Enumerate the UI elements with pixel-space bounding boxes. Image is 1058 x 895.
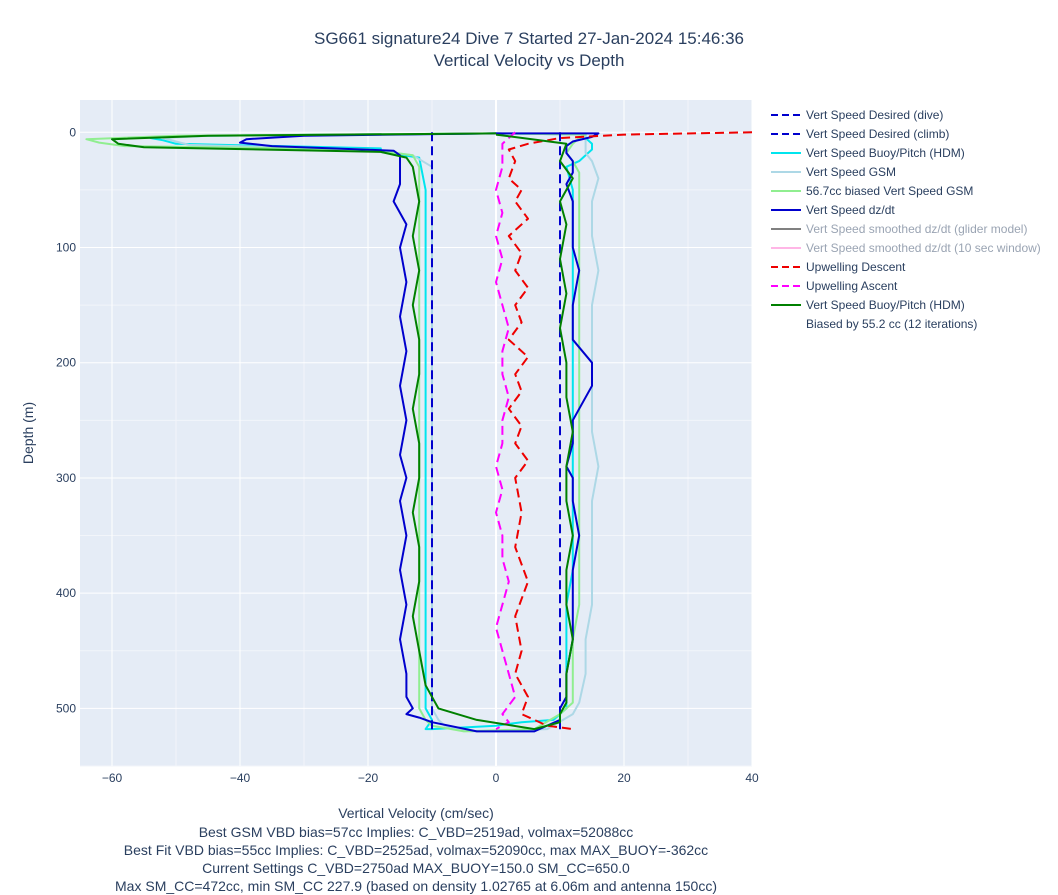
annotation-line: Current Settings C_VBD=2750ad MAX_BUOY=1… <box>202 860 630 876</box>
legend-swatch <box>771 152 801 154</box>
y-tick-label: 200 <box>56 356 76 370</box>
chart-title-block: SG661 signature24 Dive 7 Started 27-Jan-… <box>0 28 1058 72</box>
legend-swatch <box>771 285 801 287</box>
x-tick-label: −60 <box>102 771 123 785</box>
series-line-8 <box>507 131 752 731</box>
series-line-10 <box>111 132 574 731</box>
legend-label: Upwelling Descent <box>806 258 905 277</box>
legend-swatch <box>771 209 801 211</box>
legend-label-text: Vert Speed Desired (climb) <box>806 127 950 141</box>
series-line-4 <box>85 132 587 733</box>
legend-label-text: Upwelling Ascent <box>806 279 898 293</box>
legend-label: Vert Speed smoothed dz/dt (glider model) <box>806 220 1027 239</box>
x-tick-label: 20 <box>617 771 631 785</box>
legend-label-text: 56.7cc biased Vert Speed GSM <box>806 184 974 198</box>
legend-label-text: Vert Speed smoothed dz/dt (10 sec window… <box>806 241 1041 255</box>
legend-label: Vert Speed Desired (dive) <box>806 106 943 125</box>
legend-label-text: Vert Speed dz/dt <box>806 203 895 217</box>
y-tick-label: 100 <box>56 240 76 254</box>
legend-label-text: Vert Speed Buoy/Pitch (HDM) <box>806 146 965 160</box>
legend-swatch <box>771 114 801 116</box>
plot-area <box>80 100 752 766</box>
chart-title: SG661 signature24 Dive 7 Started 27-Jan-… <box>313 29 744 48</box>
legend-label-text: Upwelling Descent <box>806 260 906 274</box>
legend-swatch <box>771 190 801 192</box>
series-line-5 <box>239 132 600 733</box>
legend-swatch <box>771 133 801 135</box>
legend-label-text: Vert Speed GSM <box>806 165 897 179</box>
x-tick-label: 40 <box>745 771 759 785</box>
series-line-9 <box>495 131 517 730</box>
legend-label: 56.7cc biased Vert Speed GSM <box>806 182 973 201</box>
annotations: Best GSM VBD bias=57cc Implies: C_VBD=25… <box>115 823 717 895</box>
legend-swatch <box>771 304 801 306</box>
x-tick-label: −20 <box>358 771 379 785</box>
y-tick-label: 0 <box>69 125 76 139</box>
legend-label: Vert Speed dz/dt <box>806 201 895 220</box>
legend-label-text: Vert Speed smoothed dz/dt (glider model) <box>806 222 1028 236</box>
legend-swatch <box>771 228 801 230</box>
legend-label: Upwelling Ascent <box>806 277 897 296</box>
y-axis-label: Depth (m) <box>20 401 36 465</box>
y-axis-ticks: 0 100 200 300 400 500 <box>56 125 76 715</box>
legend-label-text-line2: Biased by 55.2 cc (12 iterations) <box>806 317 978 331</box>
legend-swatch <box>771 171 801 173</box>
annotation-line: Best Fit VBD bias=55cc Implies: C_VBD=25… <box>123 842 709 858</box>
y-tick-label: 500 <box>56 701 76 715</box>
x-tick-label: 0 <box>493 771 500 785</box>
legend-label-text: Vert Speed Desired (dive) <box>806 108 944 122</box>
legend-label: Vert Speed Desired (climb) <box>806 125 949 144</box>
y-tick-label: 400 <box>56 586 76 600</box>
annotation-line: Best GSM VBD bias=57cc Implies: C_VBD=25… <box>198 824 634 840</box>
annotation-line: Max SM_CC=472cc, min SM_CC 227.9 (based … <box>115 878 717 894</box>
legend-swatch <box>771 247 801 249</box>
legend-label: Vert Speed GSM <box>806 163 896 182</box>
x-tick-label: −40 <box>230 771 251 785</box>
legend-label: Vert Speed Buoy/Pitch (HDM) Biased by 55.… <box>806 296 977 334</box>
y-tick-label: 300 <box>56 471 76 485</box>
legend-label: Vert Speed Buoy/Pitch (HDM) <box>806 144 965 163</box>
legend-swatch <box>771 266 801 268</box>
x-axis-ticks: −60 −40 −20 0 20 40 <box>102 771 759 785</box>
legend-label-text: Vert Speed Buoy/Pitch (HDM) <box>806 298 965 312</box>
x-axis-label: Vertical Velocity (cm/sec) <box>338 805 494 821</box>
legend-label: Vert Speed smoothed dz/dt (10 sec window… <box>806 239 1041 258</box>
series-layer <box>85 131 752 733</box>
chart-subtitle: Vertical Velocity vs Depth <box>433 51 625 70</box>
